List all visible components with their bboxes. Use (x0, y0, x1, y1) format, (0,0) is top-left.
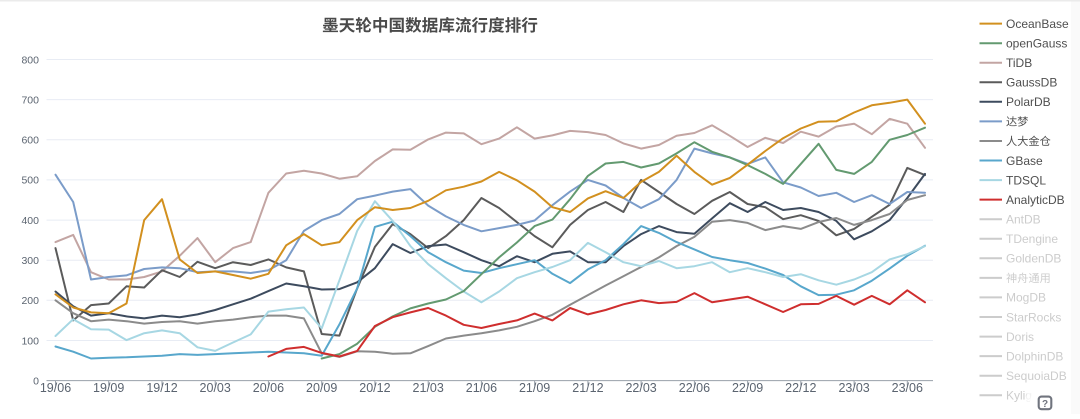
svg-text:20/09: 20/09 (306, 381, 337, 395)
svg-text:700: 700 (21, 94, 39, 106)
svg-text:21/12: 21/12 (572, 381, 603, 395)
svg-text:19/12: 19/12 (146, 381, 177, 395)
svg-text:SequoiaDB: SequoiaDB (1006, 369, 1067, 383)
svg-text:19/06: 19/06 (40, 381, 71, 395)
svg-text:20/03: 20/03 (200, 381, 231, 395)
svg-text:22/06: 22/06 (679, 381, 710, 395)
svg-text:20/06: 20/06 (253, 381, 284, 395)
svg-text:GoldenDB: GoldenDB (1006, 252, 1061, 266)
svg-text:TDengine: TDengine (1006, 232, 1058, 246)
svg-text:AnalyticDB: AnalyticDB (1006, 193, 1065, 207)
svg-text:GaussDB: GaussDB (1006, 76, 1057, 90)
svg-text:200: 200 (21, 295, 39, 307)
svg-text:openGauss: openGauss (1006, 37, 1067, 51)
svg-text:OceanBase: OceanBase (1006, 17, 1069, 31)
svg-text:23/06: 23/06 (892, 381, 923, 395)
svg-text:22/12: 22/12 (785, 381, 816, 395)
svg-text:21/09: 21/09 (519, 381, 550, 395)
svg-text:0: 0 (33, 375, 39, 387)
svg-text:MogDB: MogDB (1006, 291, 1046, 305)
svg-text:22/09: 22/09 (732, 381, 763, 395)
svg-text:21/03: 21/03 (413, 381, 444, 395)
svg-text:21/06: 21/06 (466, 381, 497, 395)
svg-text:20/12: 20/12 (359, 381, 390, 395)
svg-text:PolarDB: PolarDB (1006, 95, 1051, 109)
svg-text:Doris: Doris (1006, 330, 1034, 344)
svg-text:TiDB: TiDB (1006, 56, 1032, 70)
svg-text:StarRocks: StarRocks (1006, 310, 1061, 324)
svg-text:DolphinDB: DolphinDB (1006, 349, 1063, 363)
svg-text:19/09: 19/09 (93, 381, 124, 395)
svg-text:600: 600 (21, 135, 39, 147)
svg-text:GBase: GBase (1006, 154, 1043, 168)
svg-text:800: 800 (21, 54, 39, 66)
svg-text:?: ? (1042, 399, 1048, 410)
svg-text:22/03: 22/03 (625, 381, 656, 395)
svg-text:300: 300 (21, 255, 39, 267)
svg-text:23/03: 23/03 (838, 381, 869, 395)
svg-text:100: 100 (21, 335, 39, 347)
svg-text:500: 500 (21, 175, 39, 187)
svg-text:400: 400 (21, 215, 39, 227)
svg-text:AntDB: AntDB (1006, 213, 1041, 227)
svg-text:TDSQL: TDSQL (1006, 173, 1046, 187)
